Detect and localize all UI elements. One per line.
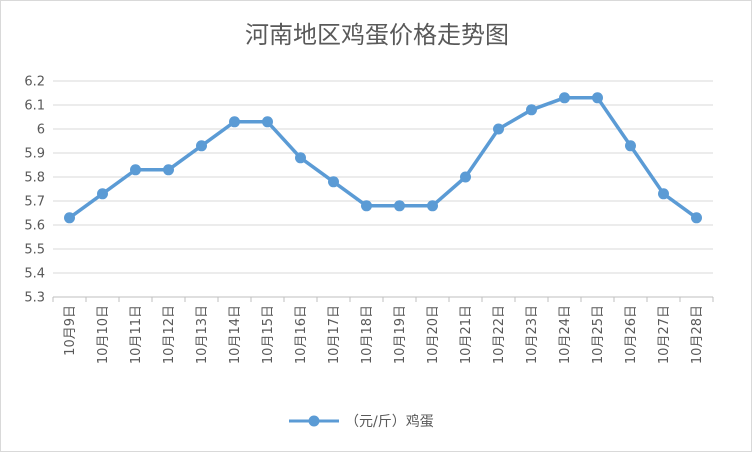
gridlines xyxy=(53,80,713,298)
y-tick-label: 5.5 xyxy=(24,243,45,258)
series-layer xyxy=(64,92,702,224)
x-tick-label: 10月11日 xyxy=(129,305,144,364)
x-tick-label: 10月26日 xyxy=(624,305,639,364)
x-tick-label: 10月28日 xyxy=(690,305,705,364)
x-tick-label: 10月23日 xyxy=(525,305,540,364)
x-tick-label: 10月12日 xyxy=(162,305,177,364)
x-tick-label: 10月15日 xyxy=(261,305,276,364)
data-point xyxy=(295,152,306,164)
data-point xyxy=(130,164,141,176)
x-tick-label: 10月17日 xyxy=(327,305,342,364)
y-tick-label: 5.9 xyxy=(24,147,45,162)
x-axis-ticks: 10月9日 10月10日 10月11日 10月12日 10月13日 10月14日 10月15… xyxy=(52,297,714,364)
data-point xyxy=(658,188,669,200)
data-point xyxy=(427,200,438,212)
y-tick-label: 5.4 xyxy=(24,267,45,282)
x-tick-label: 10月24日 xyxy=(558,305,573,364)
y-axis-ticks: 5.3 5.4 5.5 5.6 5.7 5.8 5.9 6 6.1 6.2 xyxy=(24,75,45,306)
data-point xyxy=(196,140,207,152)
legend: （元/斤）鸡蛋 xyxy=(289,413,434,430)
y-tick-label: 6.2 xyxy=(24,75,45,90)
data-point xyxy=(163,164,174,176)
x-tick-label: 10月16日 xyxy=(294,305,309,364)
y-tick-label: 5.3 xyxy=(24,291,45,306)
data-point xyxy=(460,171,471,183)
legend-label: （元/斤）鸡蛋 xyxy=(345,413,434,430)
x-tick-label: 10月10日 xyxy=(96,305,111,364)
data-point xyxy=(97,188,108,200)
data-point xyxy=(229,116,240,128)
x-tick-label: 10月19日 xyxy=(393,305,408,364)
data-point xyxy=(328,176,339,188)
data-point xyxy=(625,140,636,152)
y-tick-label: 6 xyxy=(37,123,45,138)
data-point xyxy=(262,116,273,128)
x-tick-label: 10月9日 xyxy=(63,305,78,356)
y-tick-label: 5.6 xyxy=(24,219,45,234)
x-tick-label: 10月22日 xyxy=(492,305,507,364)
data-point xyxy=(493,123,504,135)
x-tick-label: 10月13日 xyxy=(195,305,210,364)
x-tick-label: 10月27日 xyxy=(657,305,672,364)
y-tick-label: 5.7 xyxy=(24,195,45,210)
y-tick-label: 6.1 xyxy=(24,99,45,114)
y-tick-label: 5.8 xyxy=(24,171,45,186)
chart-title: 河南地区鸡蛋价格走势图 xyxy=(245,21,509,49)
x-tick-label: 10月18日 xyxy=(360,305,375,364)
x-tick-label: 10月25日 xyxy=(591,305,606,364)
x-tick-label: 10月20日 xyxy=(426,305,441,364)
data-point xyxy=(592,92,603,104)
data-point xyxy=(64,212,75,224)
legend-marker xyxy=(308,415,320,427)
data-point xyxy=(526,104,537,116)
data-point xyxy=(559,92,570,104)
data-point xyxy=(361,200,372,212)
data-point xyxy=(394,200,405,212)
x-tick-label: 10月21日 xyxy=(459,305,474,364)
series-line xyxy=(67,96,699,220)
x-tick-label: 10月14日 xyxy=(228,305,243,364)
data-point xyxy=(691,212,702,224)
